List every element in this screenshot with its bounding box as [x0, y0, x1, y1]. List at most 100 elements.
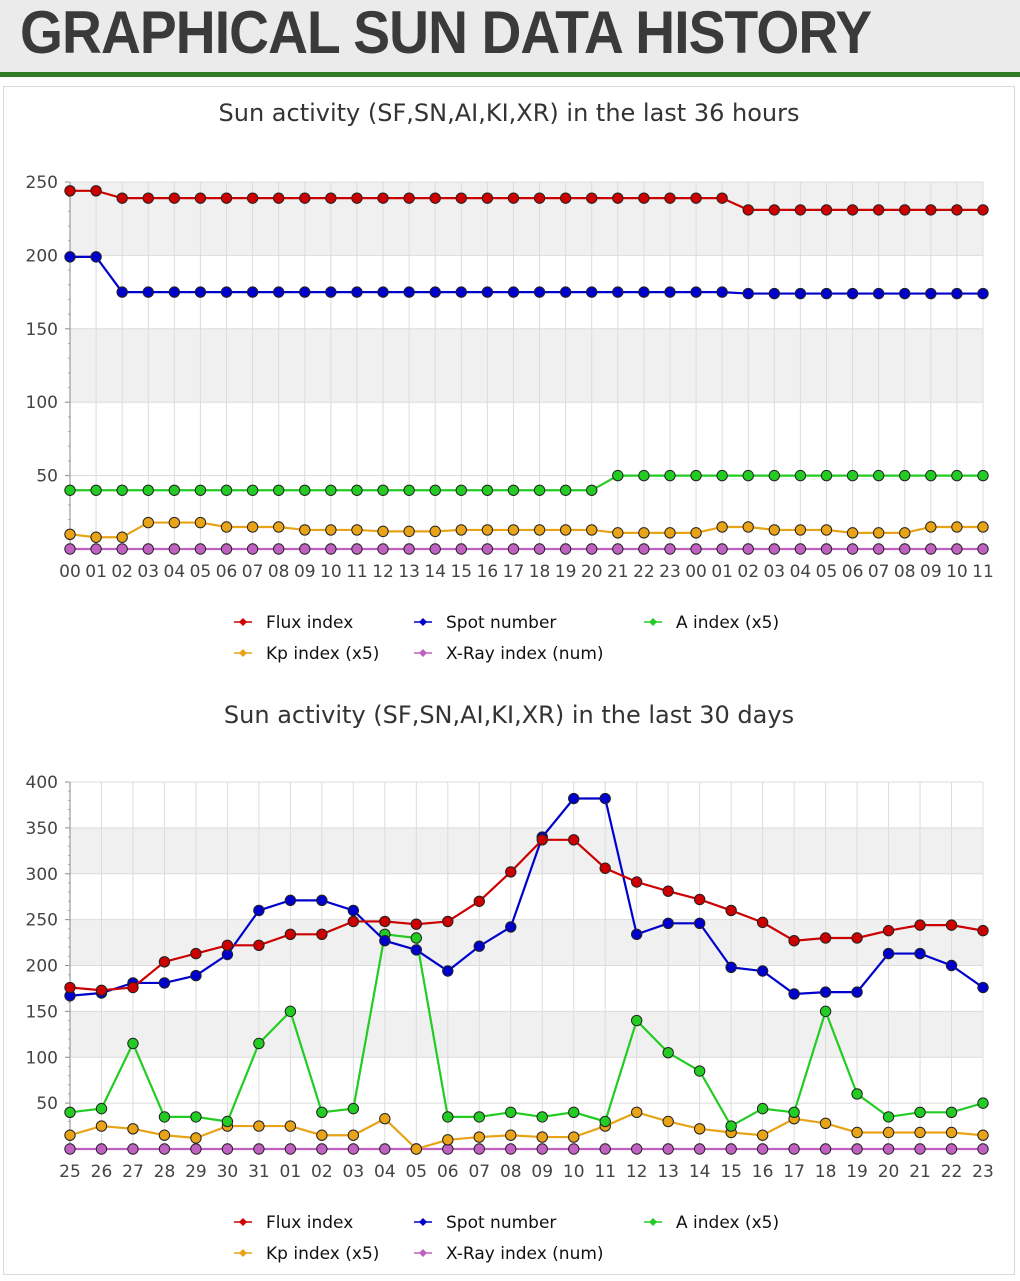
x-tick-label: 11	[972, 562, 994, 582]
data-point-x-ray-index-num	[599, 1143, 611, 1155]
data-point-spot-number	[925, 287, 937, 300]
data-point-flux-index	[95, 984, 108, 996]
data-point-flux-index	[116, 192, 128, 204]
x-tick-label: 01	[711, 562, 733, 582]
data-point-kp-index-x5	[403, 525, 415, 538]
x-tick-label: 12	[626, 1162, 648, 1182]
data-point-a-index-x5	[299, 484, 311, 496]
data-point-kp-index-x5	[977, 1129, 989, 1141]
data-point-a-index-x5	[429, 484, 441, 496]
data-point-spot-number	[756, 965, 769, 977]
data-point-a-index-x5	[586, 484, 598, 496]
data-point-spot-number	[768, 287, 781, 300]
data-point-kp-index-x5	[429, 525, 441, 538]
legend-label: Kp index (x5)	[266, 644, 379, 664]
data-point-x-ray-index-num	[299, 543, 311, 555]
data-point-flux-index	[316, 928, 328, 941]
data-point-flux-index	[664, 192, 676, 204]
x-tick-label: 06	[437, 1162, 459, 1182]
data-point-spot-number	[794, 287, 807, 300]
data-point-kp-index-x5	[246, 521, 259, 533]
data-point-x-ray-index-num	[794, 543, 807, 555]
charts-panel: Sun activity (SF,SN,AI,KI,XR) in the las…	[3, 86, 1015, 1275]
data-point-flux-index	[819, 932, 832, 944]
data-point-flux-index	[221, 939, 234, 952]
data-point-spot-number	[882, 947, 895, 960]
x-tick-label: 20	[581, 562, 603, 582]
y-tick-label: 250	[26, 173, 58, 193]
data-point-spot-number	[664, 286, 676, 298]
data-point-kp-index-x5	[507, 524, 520, 536]
data-point-flux-index	[190, 947, 202, 960]
data-point-kp-index-x5	[882, 1126, 895, 1139]
data-point-spot-number	[586, 286, 598, 298]
data-point-flux-index	[64, 185, 76, 197]
data-point-kp-index-x5	[925, 521, 937, 533]
y-tick-label: 50	[36, 467, 58, 487]
x-tick-label: 23	[972, 1162, 994, 1182]
data-point-x-ray-index-num	[716, 543, 728, 555]
data-point-x-ray-index-num	[455, 543, 467, 555]
data-point-spot-number	[379, 935, 391, 947]
data-point-flux-index	[725, 904, 737, 917]
data-point-spot-number	[194, 286, 207, 298]
legend-swatch-marker	[419, 649, 427, 657]
data-point-spot-number	[116, 286, 128, 298]
x-tick-label: 08	[894, 562, 916, 582]
data-point-spot-number	[158, 977, 171, 989]
x-tick-label: 06	[216, 562, 238, 582]
legend-label: Flux index	[266, 1213, 353, 1233]
x-tick-label: 10	[563, 1162, 585, 1182]
data-point-flux-index	[851, 932, 863, 944]
data-point-spot-number	[429, 286, 441, 298]
chart-title: Sun activity (SF,SN,AI,KI,XR) in the las…	[219, 99, 800, 127]
data-point-flux-index	[977, 924, 989, 937]
data-point-x-ray-index-num	[820, 543, 833, 555]
data-point-spot-number	[725, 961, 737, 974]
data-point-x-ray-index-num	[899, 543, 911, 555]
data-point-flux-index	[246, 192, 259, 204]
data-point-flux-index	[559, 192, 572, 204]
data-point-a-index-x5	[951, 469, 963, 482]
x-tick-label: 09	[531, 1162, 553, 1182]
data-point-a-index-x5	[507, 484, 520, 496]
data-point-kp-index-x5	[977, 521, 989, 533]
data-point-x-ray-index-num	[168, 543, 181, 555]
data-point-x-ray-index-num	[64, 543, 76, 555]
data-point-kp-index-x5	[505, 1129, 517, 1141]
data-point-a-index-x5	[272, 484, 285, 496]
data-point-kp-index-x5	[299, 524, 311, 536]
data-point-flux-index	[284, 928, 297, 941]
series-line-kp-index-x5	[69, 521, 983, 539]
data-point-a-index-x5	[64, 484, 76, 496]
data-point-spot-number	[819, 986, 832, 998]
x-tick-label: 02	[111, 562, 133, 582]
x-tick-label: 09	[294, 562, 316, 582]
data-point-kp-index-x5	[851, 1126, 863, 1139]
data-point-kp-index-x5	[220, 521, 233, 533]
legend-label: X-Ray index (num)	[446, 644, 604, 664]
data-point-spot-number	[347, 904, 360, 917]
data-point-spot-number	[872, 287, 885, 300]
data-point-spot-number	[742, 287, 754, 300]
data-point-x-ray-index-num	[377, 543, 389, 555]
data-point-x-ray-index-num	[158, 1143, 171, 1155]
data-point-kp-index-x5	[325, 524, 337, 536]
data-point-a-index-x5	[64, 1106, 76, 1118]
data-point-flux-index	[325, 192, 337, 204]
data-point-spot-number	[253, 904, 265, 917]
data-point-kp-index-x5	[899, 527, 911, 539]
data-point-a-index-x5	[925, 469, 937, 482]
data-point-kp-index-x5	[377, 525, 389, 538]
data-point-x-ray-index-num	[429, 543, 441, 555]
data-point-x-ray-index-num	[127, 1143, 139, 1155]
data-point-a-index-x5	[914, 1106, 926, 1118]
data-point-spot-number	[945, 959, 958, 972]
y-tick-label: 200	[26, 246, 58, 266]
data-point-flux-index	[220, 192, 233, 204]
data-point-x-ray-index-num	[925, 543, 937, 555]
data-point-a-index-x5	[410, 932, 423, 944]
data-point-spot-number	[662, 917, 674, 929]
data-point-a-index-x5	[190, 1111, 202, 1123]
data-point-x-ray-index-num	[142, 543, 154, 555]
